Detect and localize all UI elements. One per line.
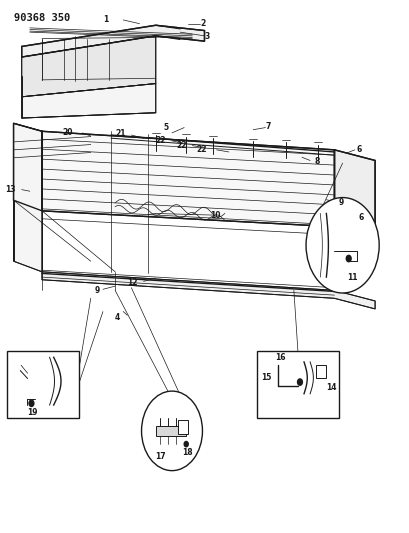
- Text: 7: 7: [265, 122, 271, 131]
- Text: 21: 21: [115, 130, 126, 139]
- FancyBboxPatch shape: [7, 351, 79, 418]
- Circle shape: [306, 198, 379, 293]
- Text: 20: 20: [62, 128, 73, 138]
- Text: 17: 17: [155, 452, 166, 461]
- FancyBboxPatch shape: [257, 351, 339, 418]
- Polygon shape: [335, 150, 375, 237]
- Circle shape: [184, 441, 188, 447]
- Text: 6: 6: [358, 213, 363, 222]
- Text: 11: 11: [347, 272, 357, 281]
- Circle shape: [142, 391, 202, 471]
- Polygon shape: [42, 272, 375, 309]
- Polygon shape: [22, 25, 204, 57]
- Text: 16: 16: [276, 353, 286, 362]
- Polygon shape: [178, 420, 188, 433]
- Text: 9: 9: [95, 286, 100, 295]
- Text: 14: 14: [326, 383, 337, 392]
- Text: 2: 2: [200, 19, 206, 28]
- Circle shape: [29, 400, 34, 407]
- Text: 90368 350: 90368 350: [13, 13, 70, 23]
- Text: 12: 12: [127, 278, 138, 287]
- Text: 6: 6: [357, 146, 362, 155]
- Circle shape: [297, 379, 302, 385]
- Text: 4: 4: [115, 313, 120, 322]
- Polygon shape: [22, 36, 156, 97]
- Polygon shape: [316, 365, 326, 378]
- Text: 1: 1: [103, 15, 108, 24]
- Text: 18: 18: [182, 448, 193, 457]
- Text: 22: 22: [176, 141, 187, 150]
- Circle shape: [346, 255, 351, 262]
- Polygon shape: [13, 123, 42, 272]
- Polygon shape: [156, 425, 186, 436]
- Text: 22: 22: [156, 136, 166, 146]
- Text: 13: 13: [5, 185, 16, 194]
- Text: 19: 19: [27, 408, 38, 417]
- Text: 10: 10: [211, 211, 221, 220]
- Text: 22: 22: [196, 146, 207, 155]
- Text: 9: 9: [339, 198, 344, 207]
- Text: 15: 15: [261, 373, 272, 382]
- Text: 8: 8: [314, 157, 319, 166]
- Polygon shape: [13, 123, 42, 211]
- Polygon shape: [22, 84, 156, 118]
- Text: 3: 3: [204, 33, 210, 42]
- Text: 5: 5: [164, 123, 169, 132]
- Polygon shape: [42, 131, 335, 227]
